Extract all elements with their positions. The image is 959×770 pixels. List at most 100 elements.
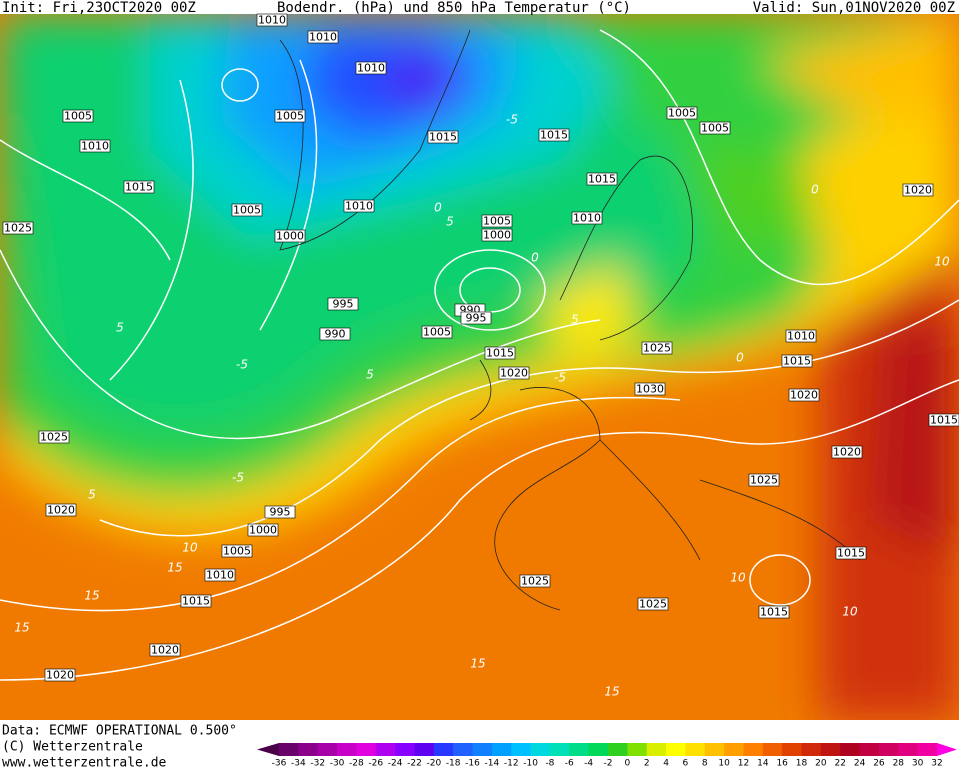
isobar-label-box xyxy=(79,139,111,153)
isobar-label-text: 1020 xyxy=(790,389,818,402)
isobar-label: 1010 xyxy=(79,139,111,153)
temperature-label: 10 xyxy=(182,541,198,555)
isobar-label-text: 1015 xyxy=(930,414,958,427)
colorbar-tick-label: -32 xyxy=(310,759,325,769)
temperature-label: 15 xyxy=(604,685,619,699)
temperature-label: -5 xyxy=(554,371,566,385)
isobar-label-box xyxy=(634,382,666,396)
isobar-label-box xyxy=(44,668,76,682)
isobar-label-box xyxy=(427,130,459,144)
isobar-label: 1010 xyxy=(785,329,817,343)
colorbar-tick-label: 6 xyxy=(683,759,689,769)
isobar-label-text: 1015 xyxy=(588,173,616,186)
isobar-label-box xyxy=(586,172,618,186)
isobar-label-box xyxy=(307,30,339,44)
isobar-label-text: 1020 xyxy=(46,669,74,682)
colorbar-tick-label: 24 xyxy=(854,759,866,769)
colorbar-segment xyxy=(511,743,532,756)
isobar-label-box xyxy=(123,180,155,194)
temperature-label: 5 xyxy=(116,321,124,335)
colorbar-segment xyxy=(279,743,299,756)
isobar-label: 1020 xyxy=(788,389,820,402)
colorbar-tick-label: -28 xyxy=(349,759,364,769)
isobar-label-text: 1015 xyxy=(486,347,514,360)
isobar-label-box xyxy=(758,605,790,619)
colorbar-segment xyxy=(704,743,725,756)
colorbar-tick-label: -2 xyxy=(604,759,613,769)
colorbar-tick-label: -12 xyxy=(504,759,519,769)
isobar-label-text: 1010 xyxy=(357,62,385,75)
isobar-label: 1005 xyxy=(221,545,253,558)
colorbar-tick-label: 32 xyxy=(931,759,942,769)
isobar-label-box xyxy=(699,121,731,135)
colorbar-tick-label: -14 xyxy=(485,759,500,769)
copyright: (C) Wetterzentrale xyxy=(2,740,143,755)
isobar-label: 1015 xyxy=(123,180,155,194)
colorbar-tick-label: -16 xyxy=(465,759,480,769)
isobar-label-box xyxy=(319,327,351,341)
colorbar-segment xyxy=(840,743,861,756)
isobar-label-text: 1020 xyxy=(151,644,179,657)
isobar-label-text: 1015 xyxy=(125,181,153,194)
isobar-label-box xyxy=(835,546,867,560)
isobar-label-box xyxy=(274,109,306,123)
isobar-label: 1010 xyxy=(256,14,288,27)
isobar-label: 1010 xyxy=(307,30,339,44)
isobar-label-text: 1005 xyxy=(701,122,729,135)
colorbar-tick-label: -34 xyxy=(291,759,306,769)
isobar-label: 1020 xyxy=(149,644,181,657)
isobar-label-box xyxy=(421,325,453,339)
colorbar-tick-label: -10 xyxy=(523,759,538,769)
colorbar-tick-label: 16 xyxy=(776,759,788,769)
colorbar-tick-label: 2 xyxy=(644,759,650,769)
isobar-label-text: 1010 xyxy=(81,140,109,153)
isobar-label-box xyxy=(264,505,296,519)
isobar-label: 1015 xyxy=(427,130,459,144)
isobar-label-box xyxy=(781,354,813,368)
isobar-label-text: 1005 xyxy=(423,326,451,339)
isobar-label: 1010 xyxy=(355,62,387,75)
colorbar-segment xyxy=(917,743,938,756)
colorbar-arrow-right xyxy=(937,743,957,756)
colorbar-segment xyxy=(472,743,493,756)
isobar-label-box xyxy=(481,228,513,242)
isobar-label: 1020 xyxy=(831,446,863,459)
colorbar: -36 -34 -32 -30 -28 -26 -24 -22 -20 -18 -16 -14 -12-… xyxy=(257,743,957,769)
colorbar-segment xyxy=(608,743,628,756)
isobar-label-text: 1005 xyxy=(233,204,261,217)
isobar-label-text: 1005 xyxy=(64,110,92,123)
colorbar-tick-label: 12 xyxy=(738,759,749,769)
isobar-label: 1015 xyxy=(928,414,959,427)
isobar-label-box xyxy=(785,329,817,343)
isobar-label-text: 995 xyxy=(270,506,291,519)
temperature-label: 15 xyxy=(14,621,29,635)
temperature-label: 0 xyxy=(531,251,539,265)
valid-time: Valid: Sun,01NOV2020 00Z xyxy=(753,0,955,16)
isobar-label-text: 1010 xyxy=(345,200,373,213)
isobar-label: 1020 xyxy=(45,504,77,517)
isobar-label-text: 995 xyxy=(333,298,354,311)
isobar-label: 1030 xyxy=(634,382,666,396)
temperature-label: 5 xyxy=(88,488,96,502)
isobar-label-text: 1010 xyxy=(573,212,601,225)
colorbar-segment xyxy=(395,743,415,756)
colorbar-tick-label: -22 xyxy=(407,759,422,769)
temperature-label: 10 xyxy=(934,255,950,269)
temperature-label: 0 xyxy=(736,351,744,365)
isobar-label-text: 1025 xyxy=(521,575,549,588)
colorbar-tick-label: -8 xyxy=(545,759,554,769)
colorbar-tick-label: 4 xyxy=(663,759,669,769)
isobar-label-box xyxy=(343,199,375,213)
isobar-label-text: 1010 xyxy=(309,31,337,44)
isobar-label-text: 1015 xyxy=(760,606,788,619)
isobar-label-box xyxy=(748,473,780,487)
temperature-label: 10 xyxy=(730,571,746,585)
isobar-label: 1010 xyxy=(204,569,236,582)
isobar-label-text: 1020 xyxy=(833,446,861,459)
isobar-label: 990 xyxy=(319,327,351,341)
colorbar-segment xyxy=(317,743,338,756)
isobar-label: 1005 xyxy=(421,325,453,339)
isobar-label: 1015 xyxy=(586,172,618,186)
isobar-label: 995 xyxy=(264,505,296,519)
